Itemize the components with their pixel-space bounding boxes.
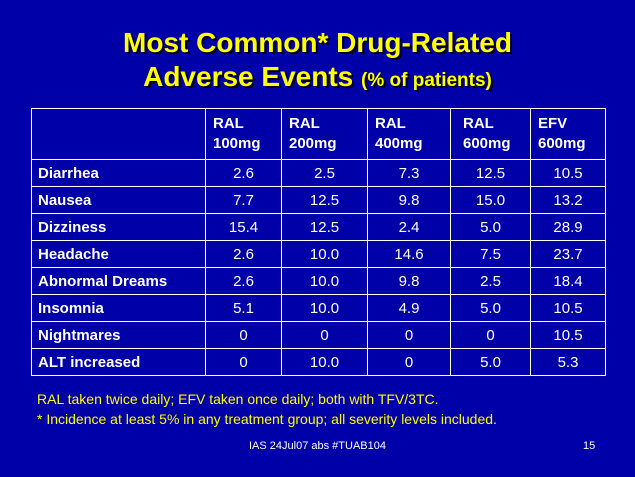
table-cell: 10.0 [281,267,368,295]
table-row: Abnormal Dreams 2.6 10.0 9.8 2.5 18.4 [31,267,606,295]
table-cell: 2.6 [205,240,282,268]
table-cell: 2.6 [205,267,282,295]
table-cell: 5.1 [205,294,282,322]
table-cell: 0 [281,321,368,349]
table-cell: 0 [367,321,451,349]
row-label: Dizziness [31,213,206,241]
table-cell: 10.0 [281,240,368,268]
table-cell: 15.0 [450,186,531,214]
table-cell: 5.0 [450,213,531,241]
table-cell: 10.5 [530,321,606,349]
table-cell: 7.3 [367,159,451,187]
table-cell: 12.5 [450,159,531,187]
header-cell: RAL 400mg [367,108,451,160]
table-cell: 23.7 [530,240,606,268]
table-cell: 2.6 [205,159,282,187]
table-cell: 12.5 [281,186,368,214]
page-number: 15 [583,440,596,452]
table-cell: 2.5 [281,159,368,187]
table-row: Dizziness 15.4 12.5 2.4 5.0 28.9 [31,213,606,241]
adverse-events-table: RAL 100mg RAL 200mg RAL 400mg RAL 600mg EFV 6… [31,108,606,376]
table-cell: 5.0 [450,348,531,376]
table-row: Headache 2.6 10.0 14.6 7.5 23.7 [31,240,606,268]
table-cell: 18.4 [530,267,606,295]
table-cell: 7.5 [450,240,531,268]
table-row: Diarrhea 2.6 2.5 7.3 12.5 10.5 [31,159,606,187]
title-line-1: Most Common* Drug-Related [123,27,512,58]
table-cell: 0 [205,348,282,376]
row-label: Headache [31,240,206,268]
table-cell: 2.4 [367,213,451,241]
footnotes: RAL taken twice daily; EFV taken once da… [37,389,617,429]
header-corner-cell [31,108,206,160]
row-label: Diarrhea [31,159,206,187]
table-cell: 5.3 [530,348,606,376]
header-cell: RAL 200mg [281,108,368,160]
slide-title: Most Common* Drug-Related Adverse Events… [0,26,635,98]
table-cell: 12.5 [281,213,368,241]
table-cell: 0 [450,321,531,349]
table-cell: 9.8 [367,267,451,295]
header-cell: RAL 600mg [450,108,531,160]
row-label: Insomnia [31,294,206,322]
footnote-dosing: RAL taken twice daily; EFV taken once da… [37,391,439,407]
table-cell: 10.5 [530,294,606,322]
header-cell: RAL 100mg [205,108,282,160]
header-cell: EFV 600mg [530,108,606,160]
table-cell: 2.5 [450,267,531,295]
table-row: ALT increased 0 10.0 0 5.0 5.3 [31,348,606,376]
row-label: Nausea [31,186,206,214]
citation: IAS 24Jul07 abs #TUAB104 [249,440,386,452]
title-line-2-main: Adverse Events [143,61,354,92]
table-cell: 0 [205,321,282,349]
table-row: Nightmares 0 0 0 0 10.5 [31,321,606,349]
table-cell: 10.0 [281,348,368,376]
table-header-row: RAL 100mg RAL 200mg RAL 400mg RAL 600mg EFV 6… [31,108,606,160]
title-line-2-sub: (% of patients) [361,70,492,91]
table-cell: 28.9 [530,213,606,241]
table-cell: 9.8 [367,186,451,214]
table-cell: 13.2 [530,186,606,214]
table-cell: 14.6 [367,240,451,268]
row-label: Abnormal Dreams [31,267,206,295]
footnote-incidence: * Incidence at least 5% in any treatment… [37,411,497,427]
table-cell: 5.0 [450,294,531,322]
table-row: Nausea 7.7 12.5 9.8 15.0 13.2 [31,186,606,214]
row-label: Nightmares [31,321,206,349]
table-cell: 10.0 [281,294,368,322]
table-cell: 4.9 [367,294,451,322]
table-cell: 15.4 [205,213,282,241]
table-cell: 0 [367,348,451,376]
row-label: ALT increased [31,348,206,376]
title-line-2: Adverse Events (% of patients) [0,60,635,98]
table-cell: 7.7 [205,186,282,214]
table-row: Insomnia 5.1 10.0 4.9 5.0 10.5 [31,294,606,322]
table-cell: 10.5 [530,159,606,187]
